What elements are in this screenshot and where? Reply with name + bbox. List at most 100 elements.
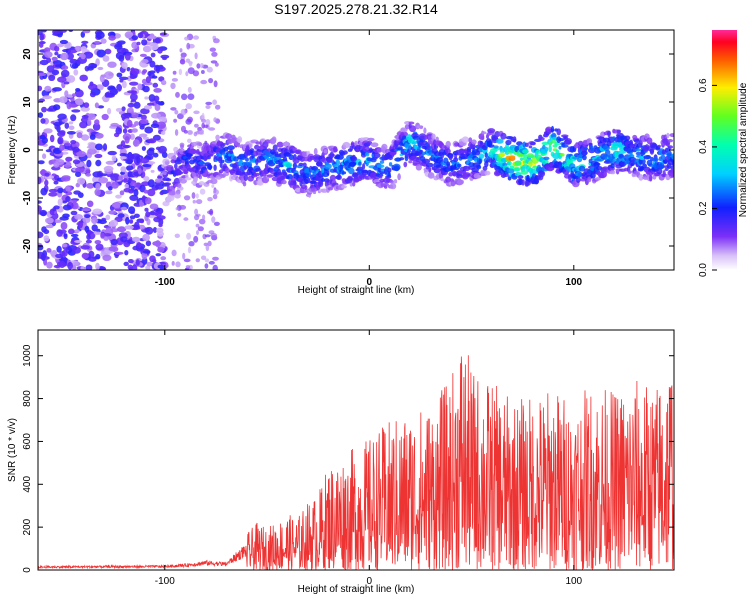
heatmap-cell xyxy=(635,151,642,156)
y-tick-label: 0 xyxy=(22,567,33,573)
heatmap-cell xyxy=(88,256,97,262)
heatmap-cell xyxy=(48,74,56,82)
heatmap-cell xyxy=(206,145,210,152)
heatmap-cell xyxy=(204,234,211,238)
heatmap-cell xyxy=(128,206,136,214)
heatmap-cell xyxy=(80,117,89,123)
heatmap-cell xyxy=(207,197,213,202)
heatmap-cell xyxy=(192,199,196,204)
snr-y-ticks: 0 200 400 600 800 1000 xyxy=(22,344,674,573)
heatmap-cell xyxy=(142,45,152,53)
heatmap-cell xyxy=(110,122,119,127)
heatmap-cell xyxy=(408,160,413,164)
heatmap-cell xyxy=(541,141,549,146)
heatmap-cell xyxy=(110,173,120,181)
heatmap-cell xyxy=(94,132,104,139)
heatmap-cell xyxy=(288,154,294,161)
y-tick-label: 1000 xyxy=(22,344,33,367)
heatmap-cell xyxy=(69,199,78,203)
heatmap-cell xyxy=(528,160,533,167)
heatmap-cell xyxy=(140,108,150,115)
heatmap-cell xyxy=(187,130,193,135)
heatmap-cell xyxy=(197,226,204,232)
heatmap-cell xyxy=(304,185,308,191)
heatmap-cell xyxy=(208,78,214,84)
heatmap-cell xyxy=(91,217,98,224)
heatmap-cell xyxy=(125,216,130,225)
heatmap-cell xyxy=(92,123,101,131)
heatmap-cell xyxy=(638,154,646,161)
heatmap-cell xyxy=(358,161,362,166)
heatmap-cell xyxy=(639,140,643,146)
heatmap-cell xyxy=(139,157,150,164)
heatmap-cell xyxy=(326,170,330,176)
heatmap-cell xyxy=(38,98,45,103)
heatmap-cell xyxy=(120,236,128,243)
heatmap-cell xyxy=(142,250,151,254)
heatmap-cell xyxy=(211,216,216,224)
heatmap-cell xyxy=(271,136,277,144)
heatmap-cell xyxy=(76,150,86,158)
heatmap-cell xyxy=(183,217,189,221)
heatmap-cell xyxy=(382,182,390,187)
heatmap-cell xyxy=(147,102,155,106)
heatmap-cell xyxy=(54,45,60,52)
heatmap-cell xyxy=(667,145,674,149)
heatmap-cell xyxy=(132,236,141,243)
heatmap-cell xyxy=(448,154,453,161)
heatmap-cell xyxy=(667,139,674,143)
heatmap-cell xyxy=(628,170,632,174)
heatmap-cell xyxy=(610,163,615,169)
heatmap-cell xyxy=(399,157,405,161)
heatmap-cell xyxy=(66,75,76,83)
heatmap-cell xyxy=(537,170,546,178)
heatmap-cell xyxy=(512,138,517,142)
heatmap-cell xyxy=(150,123,160,129)
heatmap-cell xyxy=(245,157,249,162)
heatmap-cell xyxy=(210,60,218,64)
heatmap-cell xyxy=(38,132,41,137)
heatmap-cell xyxy=(58,260,66,268)
heatmap-cell xyxy=(97,66,104,71)
heatmap-cell xyxy=(353,176,360,182)
heatmap-cell xyxy=(98,177,109,184)
heatmap-cell xyxy=(189,156,195,160)
heatmap-cell xyxy=(133,101,141,109)
heatmap-cell xyxy=(505,139,512,146)
heatmap-cell xyxy=(207,240,212,247)
heatmap-cell xyxy=(422,151,426,156)
heatmap-cell xyxy=(149,203,159,210)
heatmap-cell xyxy=(616,129,621,134)
heatmap-cell xyxy=(105,160,116,165)
heatmap-cell xyxy=(484,170,491,176)
heatmap-cell xyxy=(185,103,192,110)
heatmap-cell xyxy=(87,118,92,126)
heatmap-cell xyxy=(130,181,137,187)
heatmap-cell xyxy=(629,144,636,148)
heatmap-cell xyxy=(127,107,134,112)
heatmap-cell xyxy=(204,140,208,145)
heatmap-cell xyxy=(41,106,47,113)
heatmap-cell xyxy=(48,192,58,197)
heatmap-cell xyxy=(75,166,85,173)
heatmap-cell xyxy=(142,136,150,140)
heatmap-cell xyxy=(211,184,215,189)
heatmap-cell xyxy=(227,145,235,151)
heatmap-cell xyxy=(607,130,611,136)
heatmap-cell xyxy=(151,112,161,119)
heatmap-cell xyxy=(114,43,123,50)
heatmap-cell xyxy=(155,240,161,248)
heatmap-cell xyxy=(59,39,68,45)
heatmap-cell xyxy=(57,198,63,206)
heatmap-cell xyxy=(649,175,653,182)
heatmap-cell xyxy=(131,68,140,75)
heatmap-cell xyxy=(154,211,162,217)
heatmap-cell xyxy=(112,203,122,208)
heatmap-cell xyxy=(131,35,139,41)
heatmap-cell xyxy=(194,208,199,216)
heatmap-cell xyxy=(318,180,324,187)
heatmap-cell xyxy=(507,175,512,181)
heatmap-cell xyxy=(161,80,167,84)
heatmap-cell xyxy=(348,167,355,175)
heatmap-cell xyxy=(92,171,102,178)
